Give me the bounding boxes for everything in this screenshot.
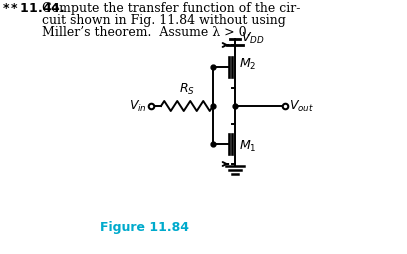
Text: $M_2$: $M_2$ [239,57,256,72]
Text: Figure 11.84: Figure 11.84 [100,221,189,234]
Text: Miller’s theorem.  Assume λ > 0.: Miller’s theorem. Assume λ > 0. [42,26,250,39]
Text: $V_{in}$: $V_{in}$ [129,99,147,114]
Text: $V_{out}$: $V_{out}$ [289,99,314,114]
Text: cuit shown in Fig. 11.84 without using: cuit shown in Fig. 11.84 without using [42,14,286,27]
Text: $M_1$: $M_1$ [239,138,256,154]
Text: Compute the transfer function of the cir-: Compute the transfer function of the cir… [42,2,300,15]
Text: $V_{DD}$: $V_{DD}$ [241,30,265,45]
Text: $R_S$: $R_S$ [179,82,195,97]
Text: $\mathbf{**11.44.}$: $\mathbf{**11.44.}$ [2,2,65,15]
